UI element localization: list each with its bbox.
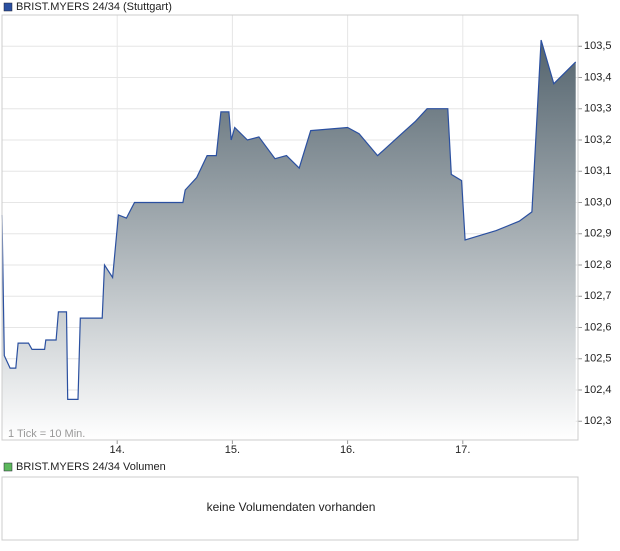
y-tick-label: 102,4 (584, 384, 612, 396)
y-tick-label: 102,8 (584, 259, 612, 271)
area (2, 40, 576, 440)
y-tick-label: 103,1 (584, 165, 612, 177)
y-tick-label: 103,5 (584, 40, 612, 52)
y-tick-label: 102,9 (584, 228, 612, 240)
x-tick-label: 17. (455, 444, 470, 456)
line (1, 39, 577, 400)
y-tick-label: 103,2 (584, 134, 612, 146)
x-tick-label: 15. (225, 444, 240, 456)
volume-legend-label: BRIST.MYERS 24/34 Volumen (16, 461, 166, 473)
volume-message: keine Volumendaten vorhanden (207, 500, 376, 514)
legend-swatch (3, 2, 13, 12)
volume-legend-swatch (3, 462, 13, 472)
y-tick-label: 102,3 (584, 415, 612, 427)
legend-label: BRIST.MYERS 24/34 (Stuttgart) (16, 1, 172, 13)
y-tick-label: 102,6 (584, 321, 612, 333)
y-tick-label: 102,7 (584, 290, 612, 302)
volume-frame (1, 476, 579, 541)
y-tick-label: 103,3 (584, 103, 612, 115)
y-tick-label: 103,4 (584, 71, 612, 83)
y-tick-label: 103,0 (584, 196, 612, 208)
x-tick-label: 16. (340, 444, 355, 456)
x-tick-label: 14. (110, 444, 125, 456)
plot-frame (1, 14, 579, 441)
y-tick-label: 102,5 (584, 353, 612, 365)
annotation: 1 Tick = 10 Min. (8, 428, 85, 440)
